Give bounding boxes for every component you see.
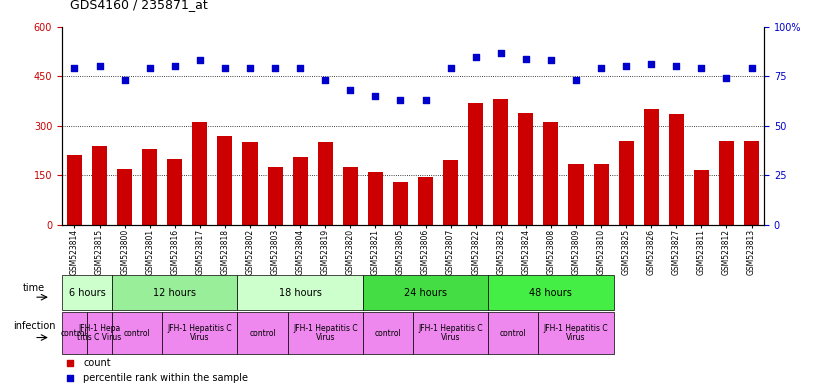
Bar [243,142,258,225]
Point [118,77,131,83]
Text: 48 hours: 48 hours [529,288,572,298]
Point [193,58,206,64]
Point [319,77,332,83]
Text: 6 hours: 6 hours [69,288,106,298]
Point [644,61,657,68]
Bar [488,312,539,354]
Bar [112,312,162,354]
Bar [62,312,87,354]
Text: control: control [374,329,401,338]
Point [419,97,432,103]
Text: GDS4160 / 235871_at: GDS4160 / 235871_at [70,0,208,12]
Bar [238,312,287,354]
Bar [544,122,558,225]
Point [93,63,107,70]
Bar [719,141,734,225]
Point [68,65,81,71]
Point [494,50,507,56]
Bar [87,312,112,354]
Bar [287,312,363,354]
Text: JFH-1 Hepatitis C
Virus: JFH-1 Hepatitis C Virus [168,324,232,343]
Point [670,63,683,70]
Bar [162,312,238,354]
Bar [292,157,307,225]
Text: time: time [23,283,45,293]
Bar [117,169,132,225]
Bar [142,149,157,225]
Point [394,97,407,103]
Bar [643,109,659,225]
Bar [217,136,232,225]
Bar [519,113,534,225]
Text: count: count [83,358,111,368]
Text: infection: infection [13,321,55,331]
Point [218,65,231,71]
Bar [192,122,207,225]
Bar [67,156,82,225]
Text: JFH-1 Hepatitis C
Virus: JFH-1 Hepatitis C Virus [418,324,483,343]
Point [169,63,182,70]
Point [520,55,533,61]
Text: percentile rank within the sample: percentile rank within the sample [83,372,248,382]
Text: JFH-1 Hepatitis C
Virus: JFH-1 Hepatitis C Virus [544,324,608,343]
Bar [619,141,634,225]
Point [469,53,482,60]
Text: 24 hours: 24 hours [404,288,447,298]
Bar [62,275,112,310]
Point [444,65,458,71]
Bar [393,182,408,225]
Point [745,65,758,71]
Bar [363,275,488,310]
Bar [744,141,759,225]
Bar [568,164,583,225]
Text: 12 hours: 12 hours [154,288,197,298]
Point [143,65,156,71]
Point [368,93,382,99]
Bar [413,312,488,354]
Bar [594,164,609,225]
Bar [468,103,483,225]
Point [719,75,733,81]
Point [64,374,77,381]
Bar [669,114,684,225]
Text: 18 hours: 18 hours [278,288,321,298]
Text: control: control [249,329,276,338]
Bar [694,170,709,225]
Point [695,65,708,71]
Point [620,63,633,70]
Bar [112,275,238,310]
Bar [268,167,282,225]
Point [569,77,582,83]
Bar [539,312,614,354]
Point [244,65,257,71]
Bar [493,99,508,225]
Bar [418,177,433,225]
Bar [343,167,358,225]
Text: JFH-1 Hepa
titis C Virus: JFH-1 Hepa titis C Virus [78,324,121,343]
Text: control: control [61,329,88,338]
Text: control: control [124,329,150,338]
Bar [167,159,183,225]
Text: JFH-1 Hepatitis C
Virus: JFH-1 Hepatitis C Virus [293,324,358,343]
Point [544,58,558,64]
Bar [238,275,363,310]
Point [344,87,357,93]
Point [293,65,306,71]
Point [595,65,608,71]
Bar [368,172,383,225]
Point [64,360,77,366]
Point [268,65,282,71]
Bar [92,146,107,225]
Bar [443,161,458,225]
Bar [363,312,413,354]
Bar [318,142,333,225]
Bar [488,275,614,310]
Text: control: control [500,329,527,338]
